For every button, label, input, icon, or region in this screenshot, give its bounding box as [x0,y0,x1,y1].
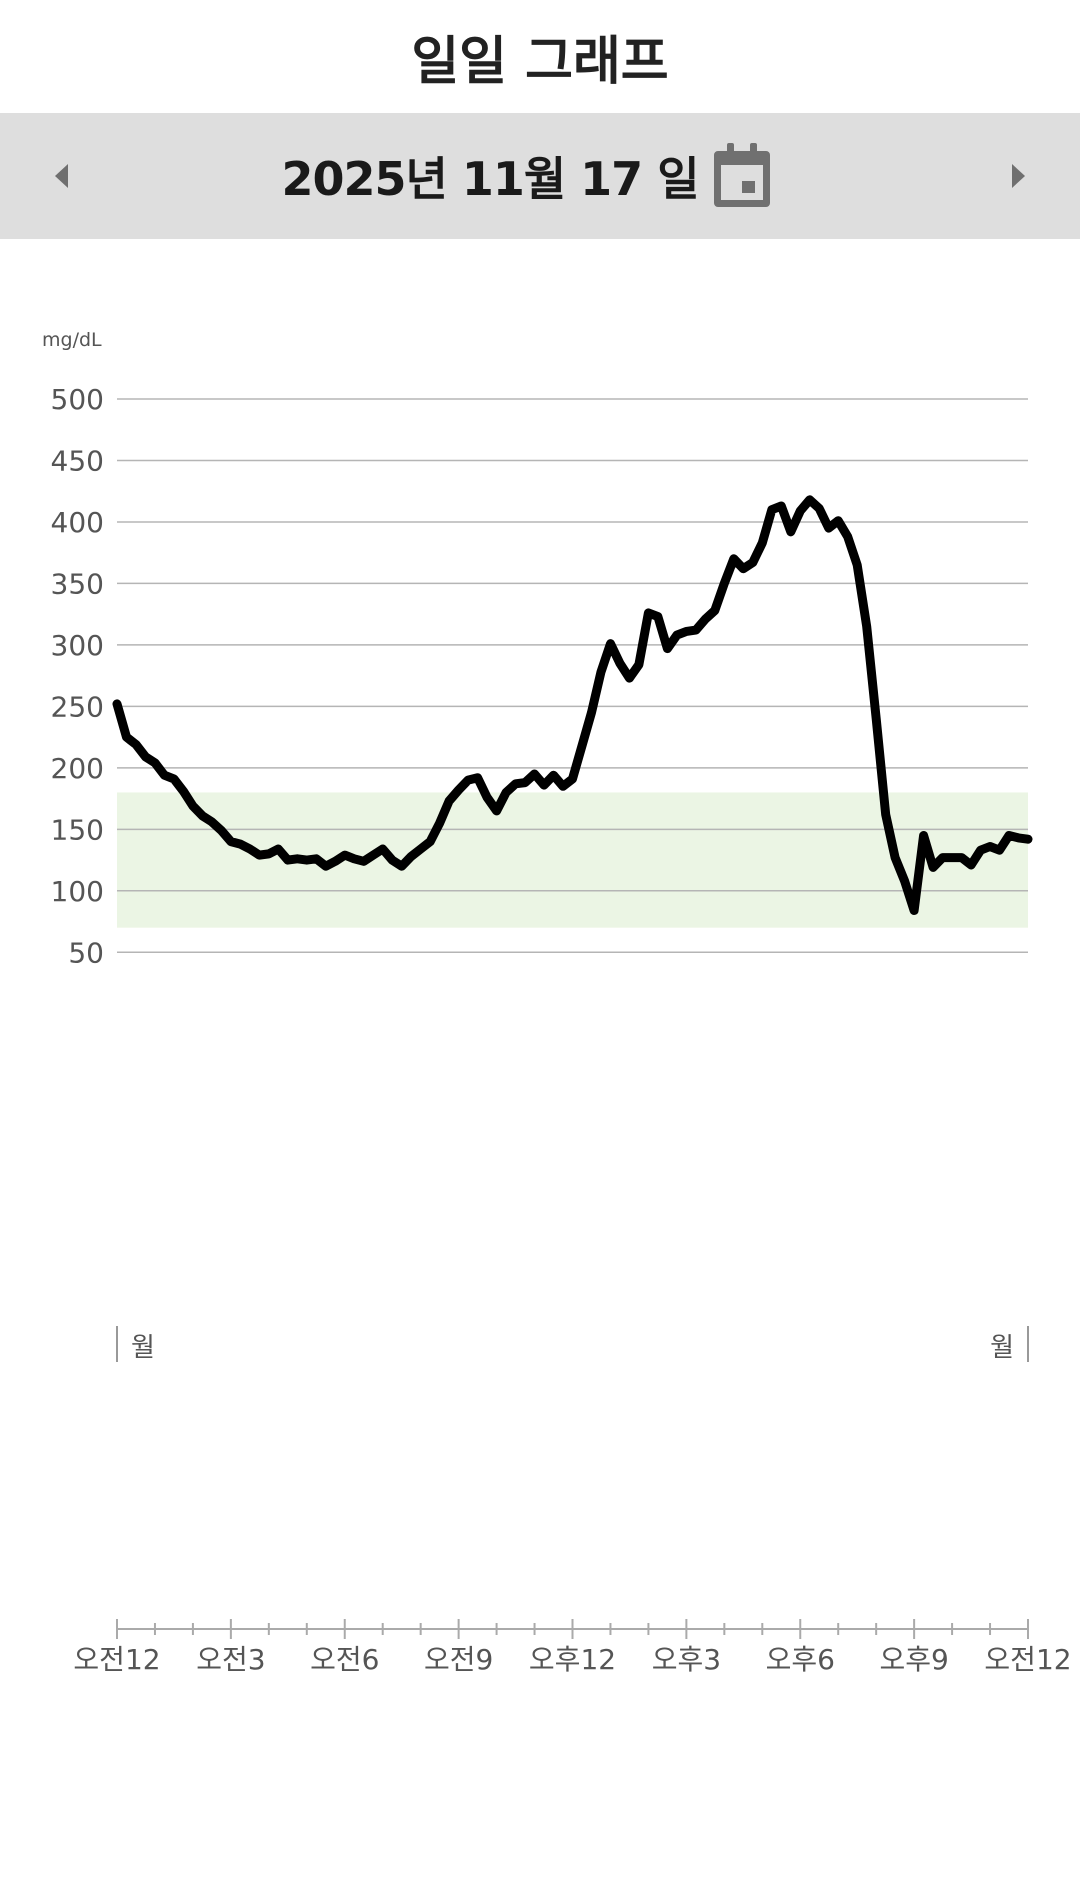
triangle-left-icon [55,164,68,188]
chart-svg: mg/dL 500 450 400 350 300 250 200 150 100 50 월 월오전12… [42,329,1072,1676]
x-tick-label: 오전9 [424,1643,493,1676]
y-tick-label: 250 [51,690,104,723]
y-tick-label: 500 [51,383,104,416]
y-tick-label: 50 [68,936,104,969]
x-tick-label: 오후3 [652,1643,721,1676]
page-title: 일일 그래프 [411,31,669,92]
x-tick-label: 오전12 [73,1643,160,1676]
date-label[interactable]: 2025년 11월 17 일 [281,152,699,206]
y-tick-label: 150 [51,813,104,846]
glucose-series-line [112,495,1033,915]
x-tick-label: 오전12 [984,1643,1071,1676]
x-tick-label: 오전6 [310,1643,379,1676]
day-start-marker-label: 월 [131,1333,155,1363]
y-tick-label: 300 [51,629,104,662]
target-range-band [117,792,1028,928]
x-tick-label: 오후6 [766,1643,835,1676]
y-tick-label: 200 [51,752,104,785]
y-tick-label: 100 [51,875,104,908]
y-tick-label: 450 [51,444,104,477]
calendar-icon[interactable] [712,143,772,209]
triangle-right-icon [1012,164,1025,188]
y-tick-label: 400 [51,506,104,539]
day-end-marker-label: 월 [990,1333,1014,1363]
x-tick-label: 오후12 [529,1643,616,1676]
y-axis-unit-label: mg/dL [42,329,102,351]
x-tick-label: 오후9 [879,1643,948,1676]
previous-day-button[interactable] [12,113,112,239]
x-tick-label: 오전3 [196,1643,265,1676]
y-tick-label: 350 [51,567,104,600]
next-day-button[interactable] [968,113,1068,239]
date-navigation-bar: 2025년 11월 17 일 [0,113,1080,239]
